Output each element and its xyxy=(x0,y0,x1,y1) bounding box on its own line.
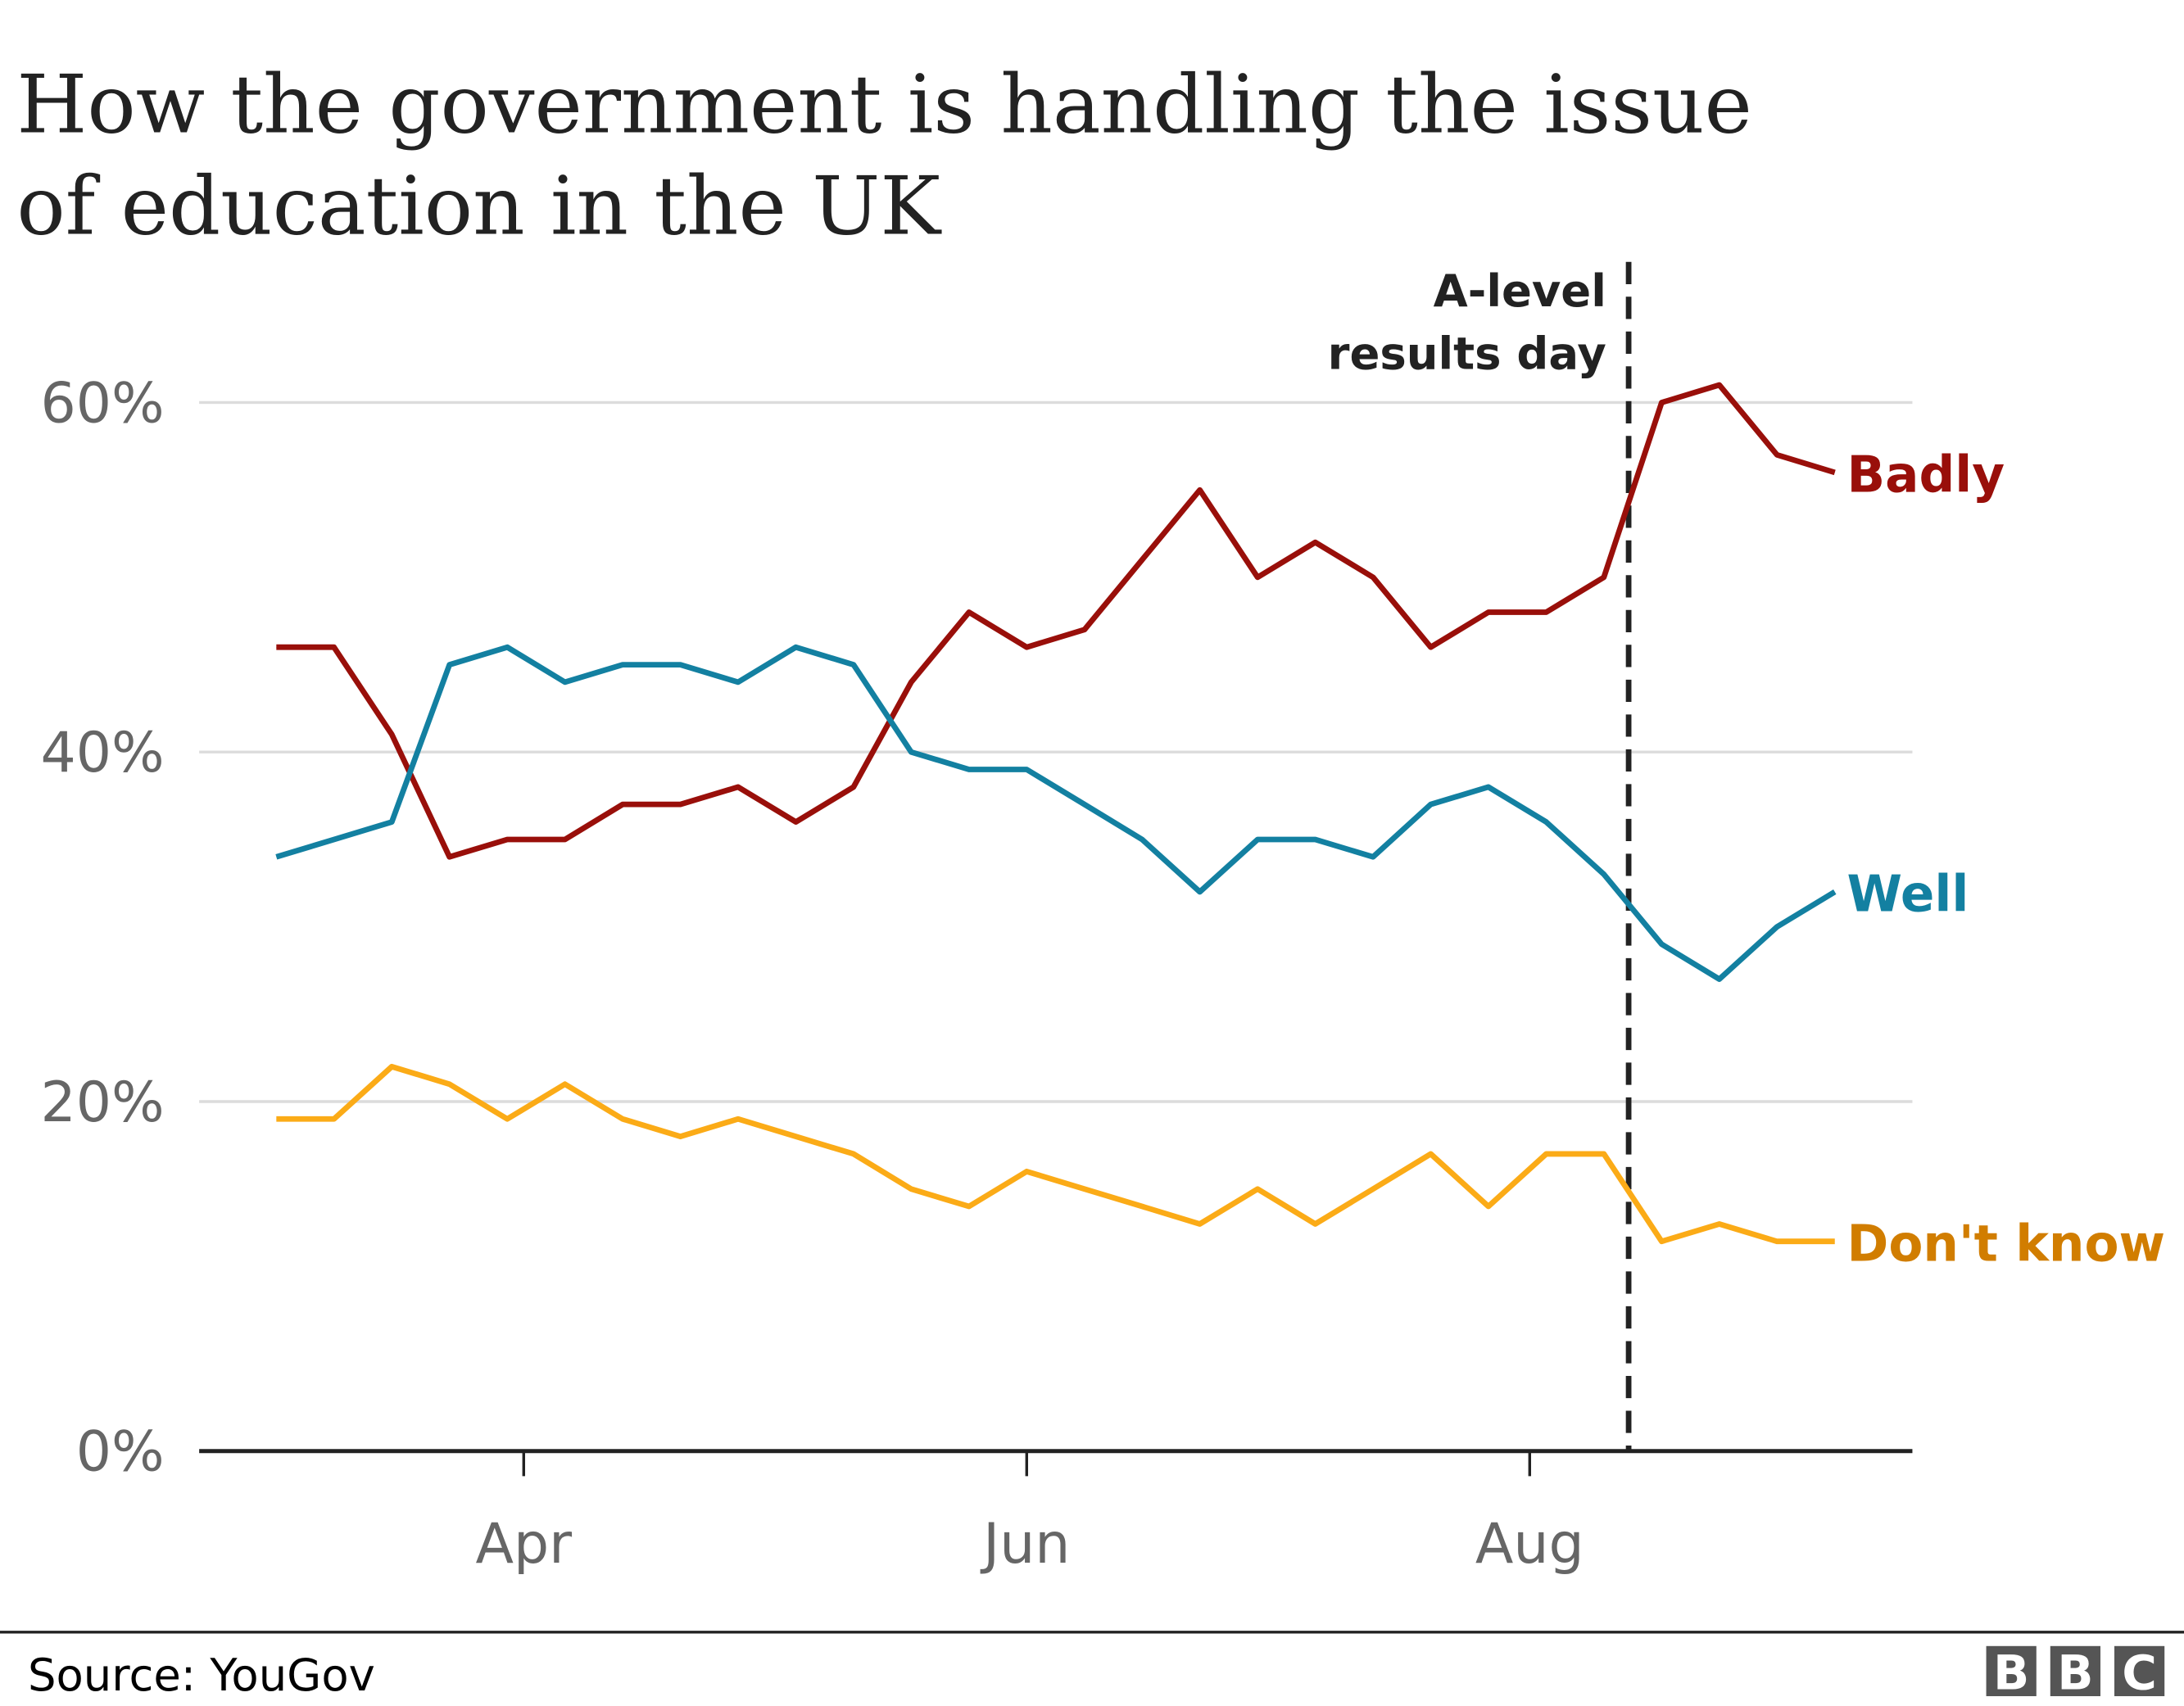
x-tick-label: Apr xyxy=(475,1512,572,1577)
y-axis: 0% 20% 40% 60% xyxy=(40,371,164,1484)
series-line-don-t-know xyxy=(276,1063,1835,1245)
series-label: Badly xyxy=(1847,446,2005,505)
svg-text:B: B xyxy=(2057,1645,2093,1701)
svg-text:B: B xyxy=(1993,1645,2029,1701)
svg-text:C: C xyxy=(2122,1645,2156,1701)
x-tick-label: Aug xyxy=(1475,1512,1584,1577)
annotation-label-line-2: results day xyxy=(1328,328,1606,380)
source-text: Source: YouGov xyxy=(28,1649,375,1701)
annotation-label-line-1: A-level xyxy=(1434,265,1606,317)
x-axis: Apr Jun Aug xyxy=(475,1450,1584,1577)
series-line-well xyxy=(275,644,1837,982)
bbc-logo: B B C xyxy=(1986,1645,2165,1701)
chart-title-line-2: of education in the UK xyxy=(16,160,942,254)
x-tick-label: Jun xyxy=(980,1512,1070,1577)
y-tick-label: 0% xyxy=(76,1420,165,1485)
y-tick-label: 60% xyxy=(40,371,164,436)
series-lines: Badly Well Don't know xyxy=(275,382,2166,1274)
y-tick-label: 20% xyxy=(40,1070,164,1135)
annotation: A-level results day xyxy=(1328,261,1632,1451)
gridlines xyxy=(199,400,1913,1103)
chart-title-line-1: How the government is handling the issue xyxy=(16,58,1751,152)
series-label: Don't know xyxy=(1847,1215,2166,1274)
y-tick-label: 40% xyxy=(40,721,164,785)
series-line-badly xyxy=(276,382,1836,860)
series-label: Well xyxy=(1847,866,1969,924)
